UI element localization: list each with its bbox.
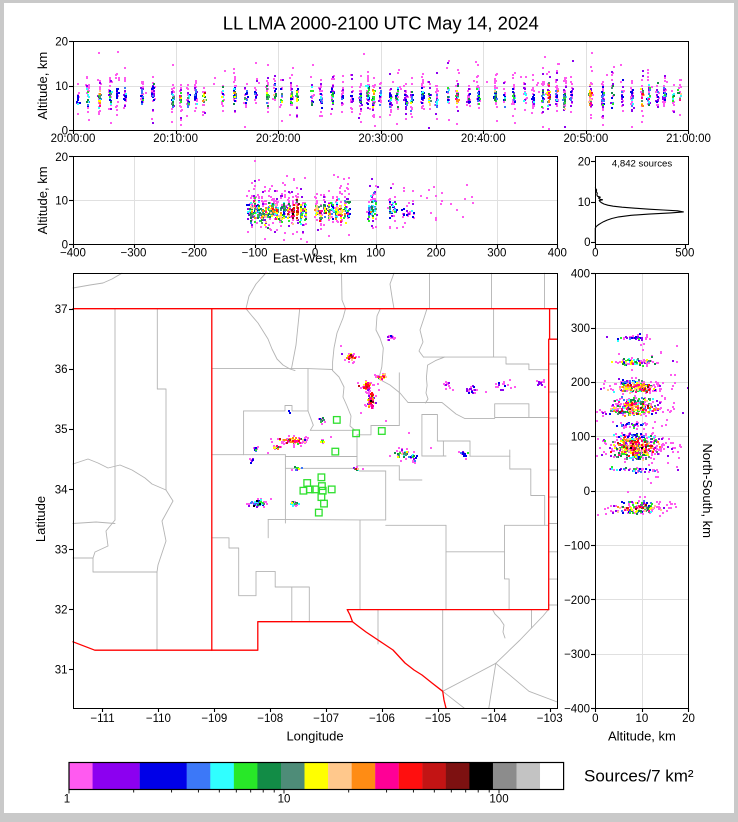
svg-text:500: 500 xyxy=(675,247,694,259)
svg-text:North-South, km: North-South, km xyxy=(700,443,715,538)
svg-text:East-West, km: East-West, km xyxy=(273,250,357,265)
svg-text:−104: −104 xyxy=(481,713,508,725)
svg-text:−400: −400 xyxy=(60,247,86,259)
svg-text:100: 100 xyxy=(489,794,508,806)
svg-text:−103: −103 xyxy=(537,713,563,725)
svg-text:35: 35 xyxy=(55,424,68,436)
svg-text:−200: −200 xyxy=(181,247,207,259)
svg-text:0: 0 xyxy=(584,486,590,498)
svg-text:10: 10 xyxy=(278,794,291,806)
svg-text:300: 300 xyxy=(571,323,590,335)
svg-text:400: 400 xyxy=(571,269,590,281)
svg-text:−107: −107 xyxy=(313,713,339,725)
svg-text:Altitude, km: Altitude, km xyxy=(35,166,50,234)
svg-text:100: 100 xyxy=(366,247,385,259)
svg-text:20: 20 xyxy=(682,713,695,725)
svg-text:100: 100 xyxy=(571,432,590,444)
svg-text:200: 200 xyxy=(571,377,590,389)
svg-text:10: 10 xyxy=(578,197,591,209)
svg-text:33: 33 xyxy=(55,544,68,556)
svg-text:Longitude: Longitude xyxy=(286,729,343,744)
svg-text:0: 0 xyxy=(584,237,590,249)
svg-text:−300: −300 xyxy=(121,247,147,259)
svg-text:20:10:00: 20:10:00 xyxy=(153,133,198,145)
svg-text:−300: −300 xyxy=(564,649,590,661)
svg-text:−111: −111 xyxy=(90,713,114,725)
svg-text:20:50:00: 20:50:00 xyxy=(564,133,609,145)
svg-text:20: 20 xyxy=(578,157,591,169)
svg-text:20:40:00: 20:40:00 xyxy=(461,133,506,145)
svg-text:20:00:00: 20:00:00 xyxy=(51,133,96,145)
svg-text:Sources/7 km²: Sources/7 km² xyxy=(584,767,694,786)
svg-text:−110: −110 xyxy=(146,713,171,725)
svg-text:1: 1 xyxy=(64,794,70,806)
svg-text:0: 0 xyxy=(62,240,68,252)
svg-text:−106: −106 xyxy=(369,713,395,725)
svg-text:−400: −400 xyxy=(564,704,590,716)
svg-text:200: 200 xyxy=(427,247,446,259)
svg-text:LL LMA 2000-2100 UTC May 14, 2: LL LMA 2000-2100 UTC May 14, 2024 xyxy=(223,13,539,34)
svg-text:−100: −100 xyxy=(242,247,268,259)
svg-text:20:20:00: 20:20:00 xyxy=(256,133,301,145)
svg-text:400: 400 xyxy=(548,247,567,259)
svg-text:10: 10 xyxy=(55,196,68,208)
svg-text:10: 10 xyxy=(55,81,68,93)
svg-text:−100: −100 xyxy=(564,540,590,552)
svg-text:0: 0 xyxy=(592,247,598,259)
svg-text:0: 0 xyxy=(592,713,598,725)
svg-text:31: 31 xyxy=(55,665,68,677)
svg-text:20: 20 xyxy=(55,37,68,49)
svg-text:4,842 sources: 4,842 sources xyxy=(612,159,672,170)
svg-text:−108: −108 xyxy=(257,713,283,725)
svg-text:20: 20 xyxy=(55,152,68,164)
svg-text:20:30:00: 20:30:00 xyxy=(358,133,403,145)
svg-text:36: 36 xyxy=(55,364,68,376)
svg-text:0: 0 xyxy=(312,247,318,259)
svg-text:10: 10 xyxy=(636,713,649,725)
svg-text:Latitude: Latitude xyxy=(33,496,48,542)
svg-text:−105: −105 xyxy=(425,713,451,725)
svg-text:34: 34 xyxy=(55,484,68,496)
svg-text:Altitude, km: Altitude, km xyxy=(608,729,676,744)
svg-text:300: 300 xyxy=(487,247,506,259)
svg-text:−200: −200 xyxy=(564,595,590,607)
svg-text:Altitude, km: Altitude, km xyxy=(35,52,50,120)
svg-text:21:00:00: 21:00:00 xyxy=(666,133,711,145)
svg-text:32: 32 xyxy=(55,605,68,617)
svg-text:−109: −109 xyxy=(201,713,227,725)
svg-text:37: 37 xyxy=(55,304,68,316)
svg-text:0: 0 xyxy=(62,125,68,137)
